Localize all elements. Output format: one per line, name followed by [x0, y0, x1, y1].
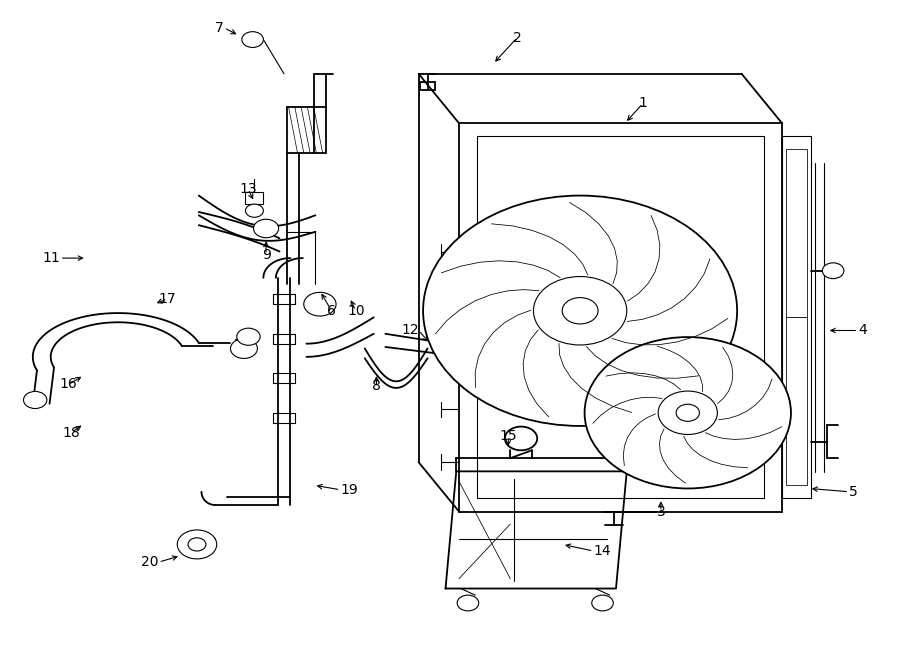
- Circle shape: [505, 426, 537, 450]
- Circle shape: [230, 338, 257, 358]
- Bar: [786, 149, 807, 317]
- Bar: [246, 192, 264, 204]
- Circle shape: [676, 405, 699, 421]
- Text: 2: 2: [513, 30, 522, 44]
- Text: 11: 11: [42, 251, 59, 265]
- Text: 18: 18: [62, 426, 80, 440]
- Circle shape: [592, 595, 613, 611]
- Circle shape: [254, 219, 279, 238]
- Circle shape: [237, 328, 260, 345]
- Text: 13: 13: [239, 182, 256, 196]
- Circle shape: [23, 391, 47, 408]
- Circle shape: [304, 292, 336, 316]
- Text: 3: 3: [656, 504, 665, 518]
- Text: 12: 12: [401, 323, 419, 338]
- Text: 9: 9: [262, 248, 271, 262]
- Circle shape: [242, 32, 264, 48]
- Circle shape: [585, 337, 791, 488]
- Text: 14: 14: [594, 544, 611, 558]
- Circle shape: [534, 276, 626, 345]
- Circle shape: [188, 538, 206, 551]
- Bar: [459, 123, 782, 512]
- Text: 6: 6: [327, 304, 336, 318]
- Text: 1: 1: [638, 97, 647, 110]
- Circle shape: [562, 297, 598, 324]
- Text: 10: 10: [347, 304, 365, 318]
- Text: 5: 5: [850, 485, 858, 499]
- Bar: [477, 136, 764, 498]
- Text: 15: 15: [500, 429, 518, 443]
- Circle shape: [177, 530, 217, 559]
- Circle shape: [658, 391, 717, 434]
- Text: 8: 8: [372, 379, 381, 393]
- Text: 16: 16: [59, 377, 77, 391]
- Bar: [782, 136, 811, 498]
- Circle shape: [823, 263, 844, 279]
- Bar: [786, 317, 807, 485]
- Circle shape: [457, 595, 479, 611]
- Circle shape: [246, 204, 264, 217]
- Text: 19: 19: [340, 483, 358, 497]
- Text: 4: 4: [859, 323, 867, 338]
- Text: 7: 7: [215, 20, 224, 35]
- Text: 17: 17: [158, 292, 176, 306]
- Text: 20: 20: [141, 555, 158, 569]
- Circle shape: [423, 196, 737, 426]
